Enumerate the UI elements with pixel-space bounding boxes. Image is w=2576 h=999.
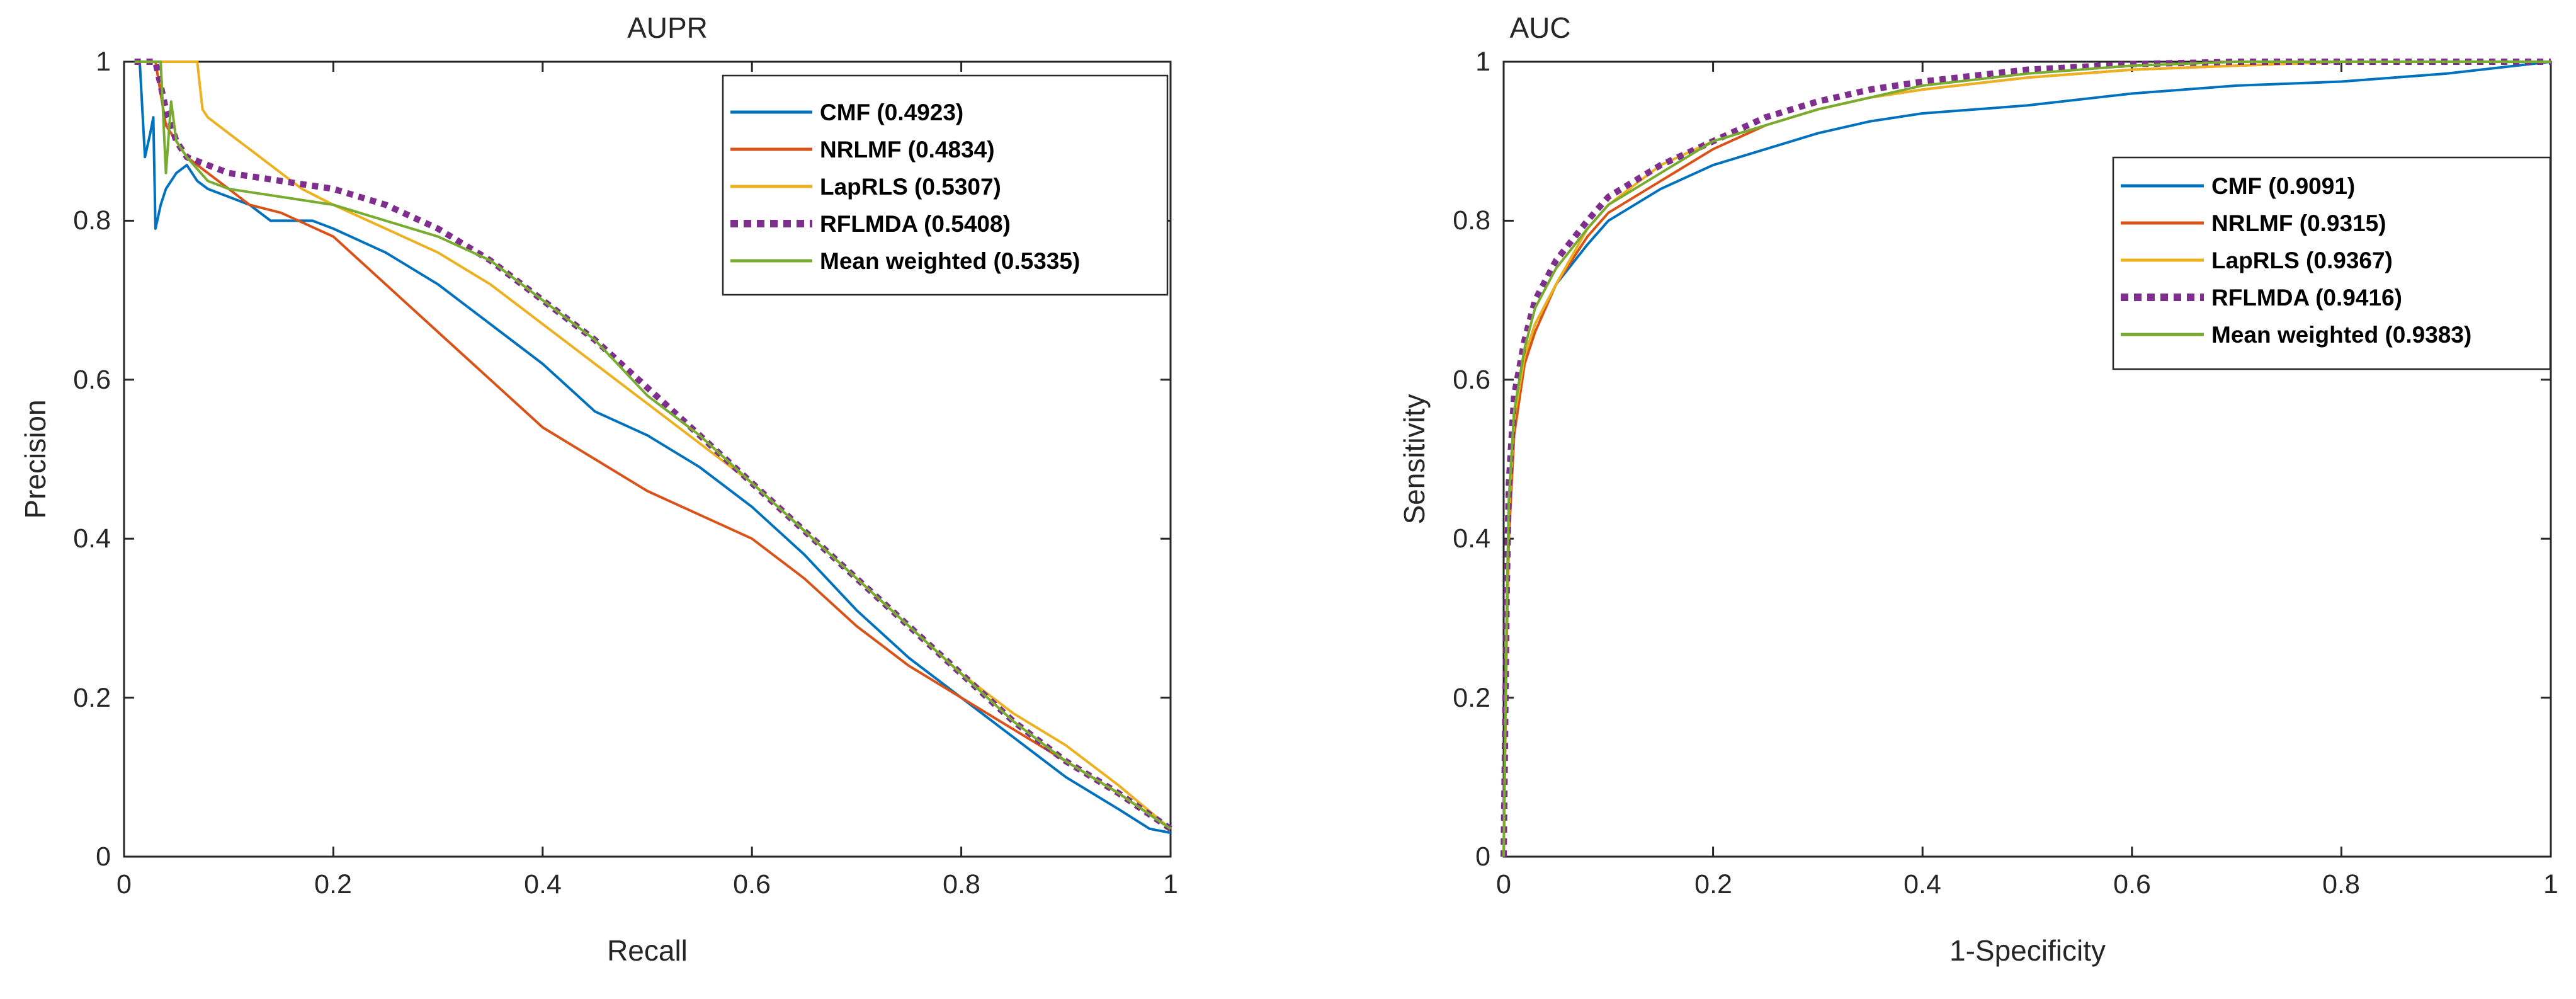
aupr-series-layer (134, 59, 1172, 835)
auc-ytick-label: 0.6 (1453, 365, 1490, 395)
auc-title: AUC (1509, 11, 1570, 44)
auc-series-layer (1501, 59, 2551, 857)
aupr-xtick-label: 0.2 (314, 869, 352, 899)
auc-ytick-label: 0 (1475, 842, 1490, 872)
aupr-xtick-label: 1 (1163, 869, 1178, 899)
aupr-legend-label: NRLMF (0.4834) (820, 137, 995, 163)
auc-legend-label: CMF (0.9091) (2211, 173, 2355, 199)
auc-xtick-label: 0.6 (2113, 869, 2151, 899)
auc-legend-label: Mean weighted (0.9383) (2211, 322, 2471, 348)
auc-xtick-label: 0.8 (2322, 869, 2360, 899)
aupr-xtick-label: 0.4 (524, 869, 562, 899)
aupr-title: AUPR (627, 11, 708, 44)
auc-legend-swatches (2121, 184, 2204, 336)
auc-x-axis-label: 1-Specificity (1949, 934, 2106, 967)
auc-y-axis-label: Sensitivity (1398, 394, 1431, 524)
aupr-xtick-label: 0 (116, 869, 132, 899)
aupr-legend-label: RFLMDA (0.5408) (820, 211, 1011, 237)
auc-legend: CMF (0.9091) NRLMF (0.9315) LapRLS (0.93… (2112, 156, 2551, 370)
auc-ytick-label: 1 (1475, 47, 1490, 77)
aupr-ytick-label: 0.8 (73, 205, 111, 236)
auc-xtick-labels: 0 0.2 0.4 0.6 0.8 1 (1496, 869, 2558, 899)
auc-legend-label: LapRLS (0.9367) (2211, 248, 2393, 273)
aupr-y-axis-label: Precision (19, 399, 52, 518)
auc-series-line-5 (1502, 60, 2551, 857)
aupr-ytick-labels: 0 0.2 0.4 0.6 0.8 1 (73, 47, 111, 872)
aupr-xtick-label: 0.6 (733, 869, 771, 899)
aupr-xtick-labels: 0 0.2 0.4 0.6 0.8 1 (116, 869, 1178, 899)
auc-ytick-label: 0.4 (1453, 523, 1490, 554)
aupr-series-line-5 (134, 60, 1172, 830)
aupr-x-axis-label: Recall (607, 934, 688, 967)
auc-legend-label: NRLMF (0.9315) (2211, 210, 2386, 236)
aupr-ytick-label: 0 (96, 842, 111, 872)
aupr-ytick-label: 1 (96, 47, 111, 77)
aupr-ytick-label: 0.6 (73, 365, 111, 395)
auc-xtick-label: 0.4 (1904, 869, 1941, 899)
auc-xtick-label: 0 (1496, 869, 1511, 899)
aupr-series-line-1 (134, 60, 1171, 835)
auc-ytick-label: 0.8 (1453, 205, 1490, 236)
auc-panel: AUC 0 0.2 0.4 0.6 0.8 1 0 0.2 0.4 0.6 0.… (1398, 11, 2558, 967)
auc-ytick-labels: 0 0.2 0.4 0.6 0.8 1 (1453, 47, 1490, 872)
aupr-legend-label: Mean weighted (0.5335) (820, 248, 1080, 274)
aupr-xtick-label: 0.8 (943, 869, 980, 899)
aupr-panel: AUPR 0 0.2 0.4 0.6 0.8 1 0 0.2 0.4 0.6 0… (19, 11, 1178, 967)
auc-xtick-label: 0.2 (1694, 869, 1732, 899)
auc-ytick-label: 0.2 (1453, 683, 1490, 713)
auc-xtick-label: 1 (2543, 869, 2558, 899)
aupr-legend: CMF (0.4923) NRLMF (0.4834) LapRLS (0.53… (722, 74, 1169, 296)
aupr-legend-swatches (730, 110, 812, 263)
aupr-legend-label: CMF (0.4923) (820, 100, 963, 125)
aupr-ytick-label: 0.4 (73, 523, 111, 554)
auc-legend-label: RFLMDA (0.9416) (2211, 285, 2402, 311)
aupr-ytick-label: 0.2 (73, 683, 111, 713)
aupr-legend-label: LapRLS (0.5307) (820, 174, 1001, 200)
